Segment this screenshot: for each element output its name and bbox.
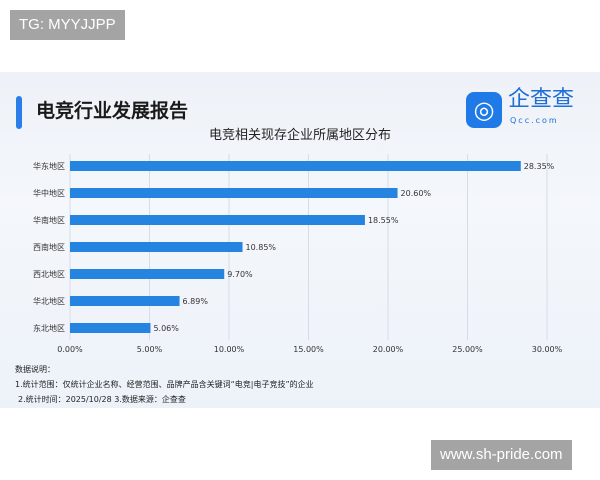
notes-heading: 数据说明： <box>15 365 55 374</box>
category-label: 东北地区 <box>33 323 65 333</box>
x-tick-label: 20.00% <box>373 345 404 354</box>
category-label: 华南地区 <box>33 215 65 225</box>
bar <box>70 215 365 225</box>
logo-subtext: Qcc.com <box>510 116 559 125</box>
value-label: 9.70% <box>227 270 253 279</box>
bar <box>70 296 180 306</box>
category-label: 西南地区 <box>33 242 65 252</box>
x-tick-label: 25.00% <box>452 345 483 354</box>
category-label: 华北地区 <box>33 296 65 306</box>
value-label: 20.60% <box>401 189 432 198</box>
logo-text: 企查查 <box>508 87 575 112</box>
x-tick-label: 30.00% <box>532 345 563 354</box>
value-label: 6.89% <box>183 297 209 306</box>
category-label: 西北地区 <box>33 269 65 279</box>
title-accent-bar <box>16 96 22 129</box>
x-tick-label: 5.00% <box>137 345 163 354</box>
value-label: 5.06% <box>153 324 179 333</box>
note-scope: 1.统计范围：仅统计企业名称、经营范围、品牌产品含关键词“电竞|电子竞技”的企业 <box>15 380 314 389</box>
value-label: 28.35% <box>524 162 555 171</box>
bar <box>70 188 398 198</box>
bar <box>70 269 225 279</box>
bar <box>70 242 243 252</box>
watermark-top: TG: MYYJJPP <box>10 10 125 40</box>
chart-title: 电竞相关现存企业所属地区分布 <box>208 128 391 143</box>
bar <box>70 161 521 171</box>
qcc-logo-icon: ◎ <box>466 92 502 128</box>
bar <box>70 323 151 333</box>
chart-panel: 电竞行业发展报告 ◎ 企查查 Qcc.com 电竞相关现存企业所属地区分布 0.… <box>0 72 600 408</box>
category-label: 华东地区 <box>33 161 65 171</box>
bar-chart: 0.00% 5.00% 10.00% 15.00% 20.00% 25.00% 30.00%… <box>33 154 563 354</box>
report-title: 电竞行业发展报告 <box>36 100 189 122</box>
x-tick-label: 0.00% <box>57 345 83 354</box>
note-time-source: 2.统计时间：2025/10/28 3.数据来源：企查查 <box>18 395 186 404</box>
watermark-bottom: www.sh-pride.com <box>431 440 572 470</box>
value-label: 10.85% <box>246 243 277 252</box>
x-tick-label: 15.00% <box>293 345 324 354</box>
x-tick-label: 10.00% <box>214 345 245 354</box>
category-label: 华中地区 <box>33 188 65 198</box>
value-label: 18.55% <box>368 216 399 225</box>
